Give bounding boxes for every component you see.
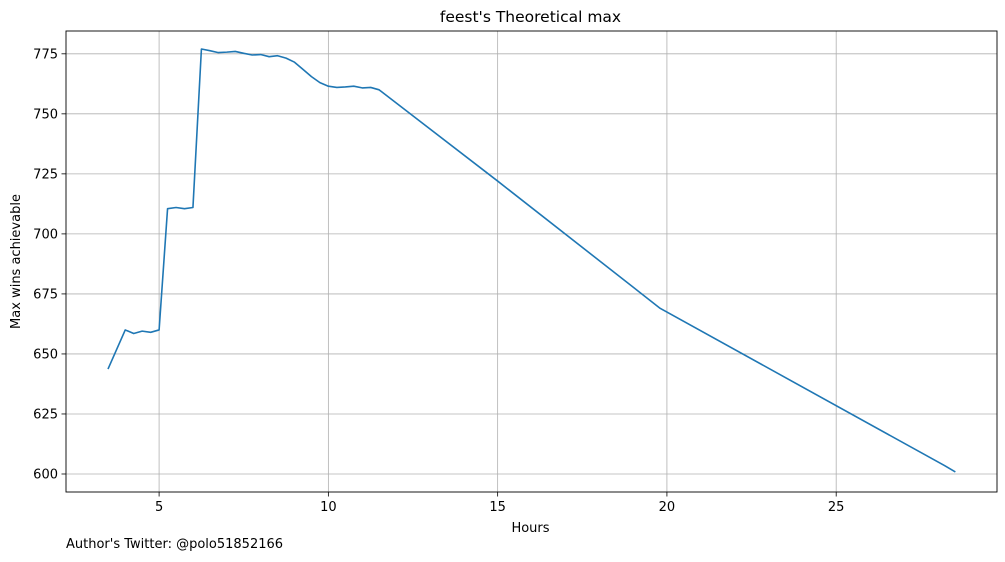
author-twitter-note: Author's Twitter: @polo51852166 <box>66 537 284 552</box>
series-line-group <box>107 48 956 473</box>
x-tick-label: 25 <box>828 500 845 515</box>
y-tick-label: 625 <box>33 407 58 422</box>
y-axis-label: Max wins achievable <box>9 194 24 329</box>
x-axis: 5 10 15 20 25 <box>155 492 845 515</box>
x-axis-label: Hours <box>511 521 549 536</box>
y-tick-label: 775 <box>33 47 58 62</box>
y-tick-label: 650 <box>33 347 58 362</box>
x-tick-label: 10 <box>320 500 337 515</box>
y-tick-label: 600 <box>33 467 58 482</box>
plot-frame <box>65 30 998 493</box>
chart-title: feest's Theoretical max <box>440 8 621 26</box>
y-axis: 600 625 650 675 700 725 750 775 <box>33 47 66 482</box>
grid <box>66 31 997 492</box>
y-tick-label: 750 <box>33 107 58 122</box>
x-tick-label: 15 <box>489 500 506 515</box>
y-tick-label: 675 <box>33 287 58 302</box>
x-tick-label: 20 <box>659 500 676 515</box>
y-tick-label: 725 <box>33 167 58 182</box>
x-tick-label: 5 <box>155 500 163 515</box>
series-line <box>107 48 956 473</box>
y-tick-label: 700 <box>33 227 58 242</box>
